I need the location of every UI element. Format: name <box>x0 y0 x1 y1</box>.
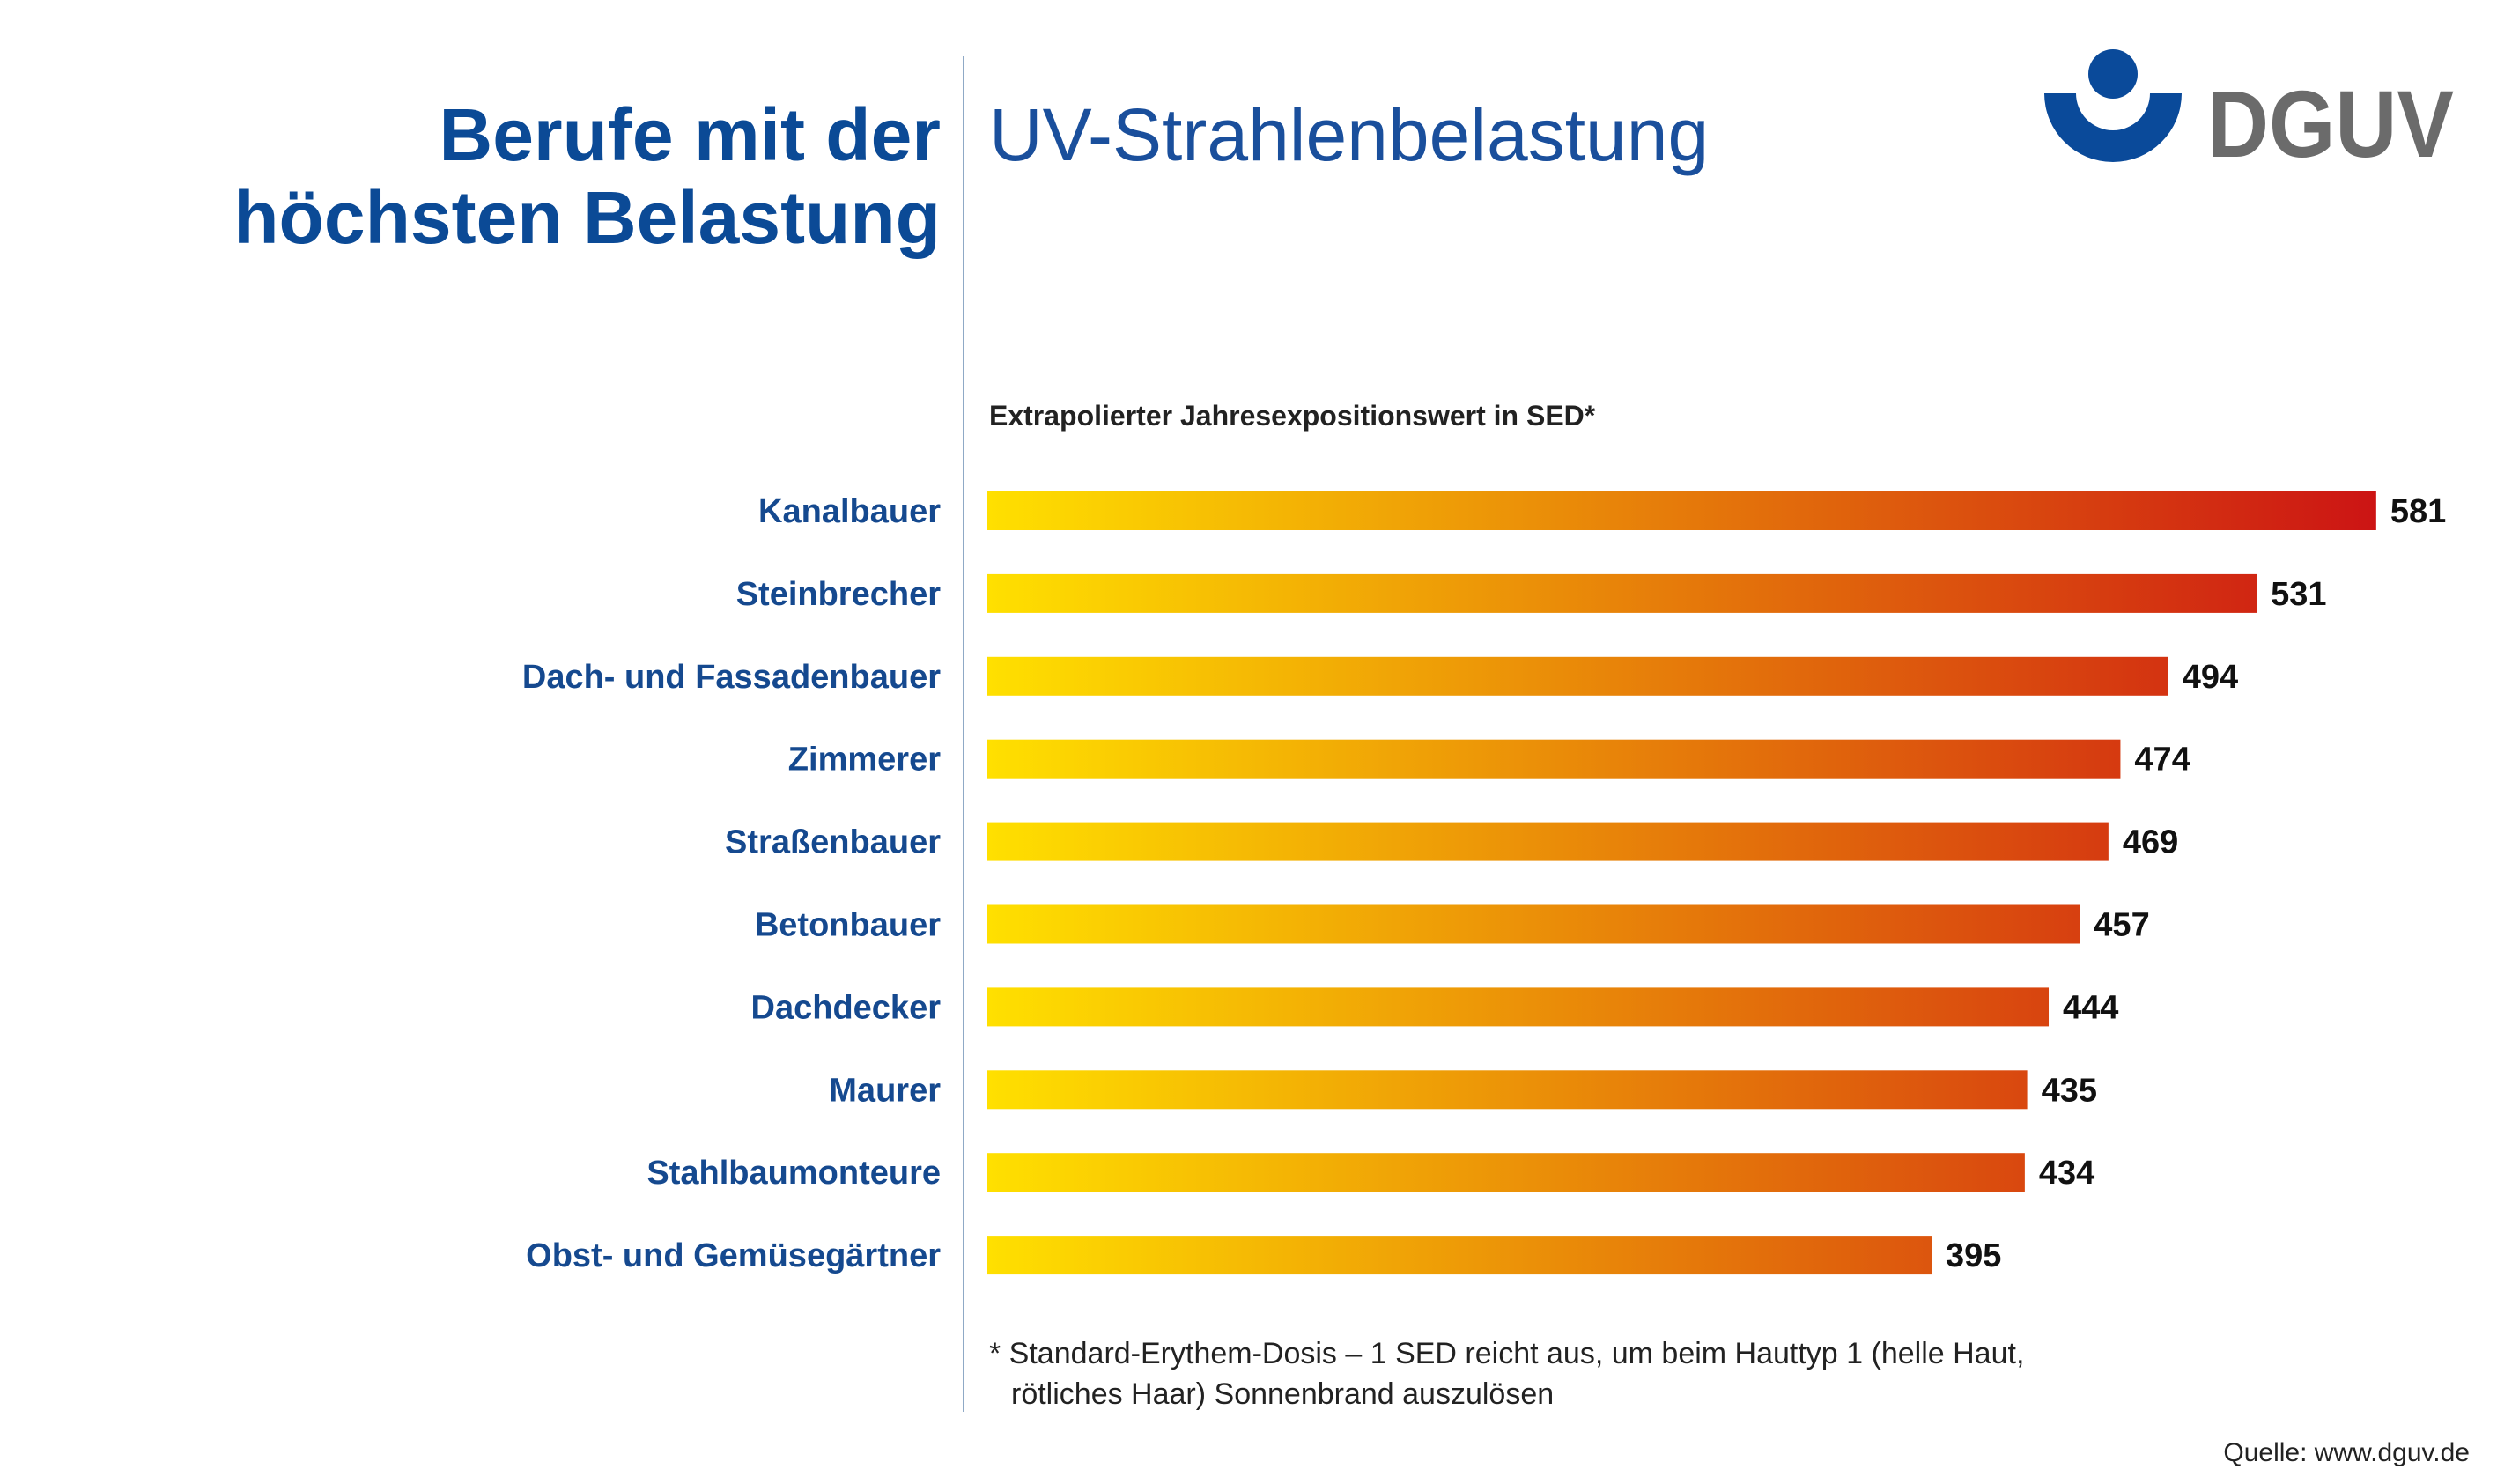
logo-bowl <box>2044 93 2182 162</box>
footnote: rötliches Haar) Sonnenbrand auszulösen <box>1011 1377 1554 1411</box>
bar <box>987 822 2109 861</box>
category-label: Maurer <box>829 1072 941 1109</box>
value-label: 434 <box>2039 1155 2094 1192</box>
footnote: * Standard-Erythem-Dosis – 1 SED reicht … <box>989 1337 2024 1370</box>
value-label: 494 <box>2183 659 2238 696</box>
bar <box>987 1070 2028 1110</box>
bar <box>987 656 2168 696</box>
category-label: Betonbauer <box>755 907 941 944</box>
bar <box>987 904 2080 944</box>
category-label: Dach- und Fassadenbauer <box>522 659 941 696</box>
value-label: 581 <box>2390 493 2446 530</box>
value-label: 444 <box>2063 989 2118 1026</box>
category-label: Steinbrecher <box>736 576 942 613</box>
bar <box>987 987 2050 1027</box>
value-label: 457 <box>2094 907 2149 944</box>
axis-label: Extrapolierter Jahresexpositionswert in … <box>989 400 1596 432</box>
logo: DGUV <box>2044 49 2454 177</box>
chart-subtitle: UV-Strahlenbelastung <box>989 93 1709 176</box>
logo-text: DGUV <box>2207 70 2454 177</box>
bar <box>987 491 2376 530</box>
value-label: 531 <box>2271 576 2326 613</box>
category-label: Obst- und Gemüsegärtner <box>526 1237 941 1274</box>
category-label: Stahlbaumonteure <box>646 1155 941 1192</box>
category-label: Zimmerer <box>788 742 941 779</box>
source: Quelle: www.dguv.de <box>2223 1438 2470 1467</box>
bar <box>987 1153 2025 1192</box>
value-label: 435 <box>2042 1072 2097 1109</box>
logo-dot <box>2088 49 2138 99</box>
bar <box>987 573 2257 613</box>
category-label: Dachdecker <box>751 989 942 1026</box>
value-label: 469 <box>2123 824 2178 861</box>
value-label: 474 <box>2134 742 2190 779</box>
chart-title: Berufe mit der <box>440 93 941 176</box>
value-label: 395 <box>1946 1237 2001 1274</box>
bar <box>987 1236 1932 1275</box>
category-label: Straßenbauer <box>725 824 941 861</box>
category-label: Kanalbauer <box>758 493 941 530</box>
chart-title: höchsten Belastung <box>233 176 941 259</box>
bar <box>987 739 2121 779</box>
